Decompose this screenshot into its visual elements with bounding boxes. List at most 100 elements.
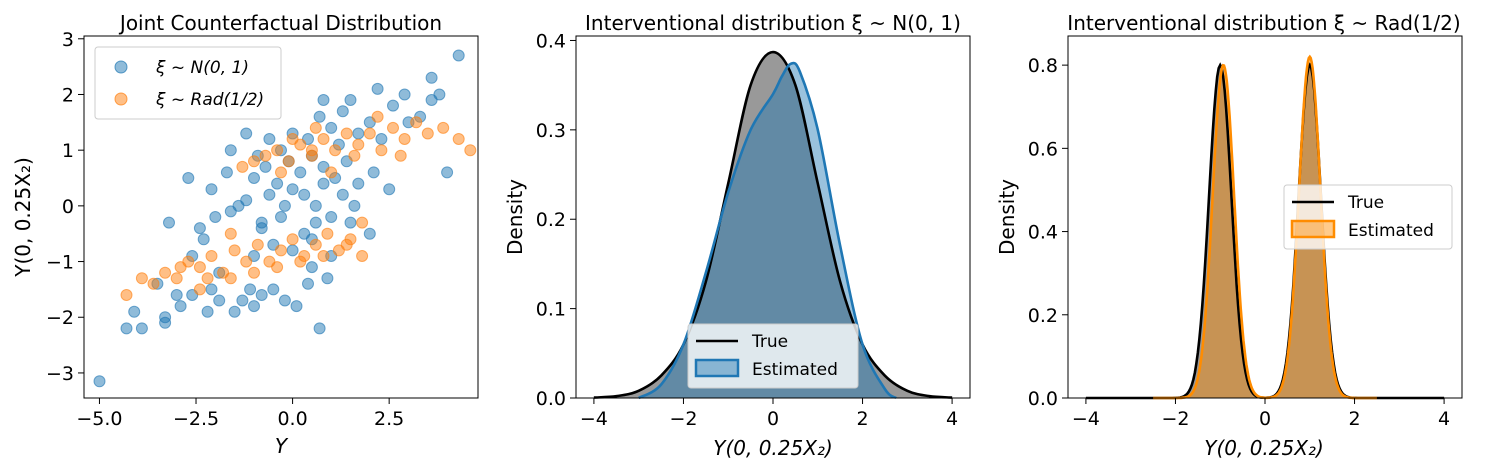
scatter-point <box>267 283 280 296</box>
scatter-point <box>275 244 287 257</box>
y-tick-label: 0.1 <box>536 299 566 321</box>
scatter-x-ticks: −5.0 −2.5 0.0 2.5 <box>76 398 404 430</box>
normal-density-x-ticks: −4 −2 0 2 4 <box>580 398 958 430</box>
rademacher-density-title: Interventional distribution ξ ~ Rad(1/2) <box>1067 11 1460 35</box>
scatter-y-ticks: −3 −2 −1 0 1 2 3 <box>46 29 84 385</box>
scatter-point <box>120 289 133 301</box>
legend-label-estimated-rad: Estimated <box>1348 221 1434 241</box>
scatter-point <box>363 227 376 240</box>
normal-estimated-density-line <box>638 61 897 400</box>
scatter-point <box>182 172 195 184</box>
y-tick-label: 3 <box>62 29 74 51</box>
scatter-point <box>336 188 349 201</box>
scatter-title: Joint Counterfactual Distribution <box>118 11 442 35</box>
x-tick-label: −2 <box>669 408 697 430</box>
scatter-point <box>236 294 249 307</box>
scatter-point <box>383 183 396 196</box>
scatter-point <box>286 233 299 246</box>
scatter-point <box>325 166 338 179</box>
scatter-point <box>348 149 361 162</box>
scatter-point <box>271 144 284 157</box>
scatter-point <box>441 166 454 179</box>
normal-density-legend: True Estimated <box>687 323 859 389</box>
scatter-point <box>193 222 206 235</box>
scatter-point <box>263 188 276 201</box>
x-tick-label: 4 <box>1438 408 1450 430</box>
scatter-point <box>193 261 206 274</box>
x-tick-label: 4 <box>946 408 958 430</box>
scatter-y-label: Y(0, 0.25X₂) <box>11 157 35 278</box>
scatter-point <box>352 138 365 151</box>
scatter-point <box>356 250 369 262</box>
scatter-point <box>170 289 183 301</box>
scatter-point <box>290 300 303 313</box>
scatter-point <box>224 272 237 285</box>
scatter-point <box>464 144 477 157</box>
scatter-point <box>259 149 272 162</box>
scatter-point <box>236 160 249 173</box>
scatter-series-rademacher <box>120 110 477 301</box>
scatter-point <box>421 127 434 140</box>
legend-marker-normal <box>114 60 128 74</box>
scatter-point <box>398 133 411 145</box>
scatter-point <box>248 155 260 168</box>
scatter-point <box>298 188 311 201</box>
scatter-point <box>271 261 284 274</box>
y-tick-label: 0.3 <box>536 120 566 142</box>
legend-label-estimated: Estimated <box>752 360 838 380</box>
normal-estimated-density-fill <box>638 63 897 399</box>
scatter-point <box>205 283 218 296</box>
scatter-point <box>93 375 106 388</box>
scatter-point <box>201 272 214 285</box>
scatter-point <box>363 127 376 140</box>
normal-true-density-line <box>593 50 953 399</box>
scatter-point <box>317 250 330 262</box>
scatter-point <box>309 121 322 134</box>
legend-label-true-rad: True <box>1347 193 1384 213</box>
y-tick-label: 0.6 <box>1028 138 1058 160</box>
scatter-point <box>286 133 299 145</box>
y-tick-label: 1 <box>62 140 74 162</box>
scatter-point <box>263 133 276 145</box>
scatter-point <box>135 272 148 285</box>
scatter-point <box>317 177 330 190</box>
scatter-point <box>275 211 287 223</box>
scatter-point <box>425 71 438 84</box>
normal-density-y-label: Density <box>503 179 527 255</box>
scatter-point <box>159 266 172 279</box>
scatter-point <box>452 49 465 62</box>
legend-marker-rademacher <box>114 92 128 106</box>
scatter-point <box>240 127 253 140</box>
normal-density-panel: Interventional distribution ξ ~ N(0, 1) … <box>503 11 971 460</box>
scatter-point <box>278 294 291 307</box>
scatter-point <box>205 250 218 262</box>
y-tick-label: 0.0 <box>536 388 566 410</box>
scatter-point <box>356 216 369 229</box>
x-tick-label: 2.5 <box>374 408 404 430</box>
scatter-point <box>452 133 465 145</box>
y-tick-label: 0.4 <box>536 30 566 52</box>
scatter-point <box>228 305 241 318</box>
legend-patch-estimated-rad <box>1290 219 1336 239</box>
scatter-point <box>128 305 141 318</box>
scatter-panel: Joint Counterfactual Distribution −5.0 −2… <box>11 11 479 458</box>
scatter-legend-box <box>94 46 282 120</box>
scatter-point <box>387 121 399 134</box>
scatter-point <box>193 283 206 296</box>
scatter-point <box>201 305 214 318</box>
y-tick-label: 0.2 <box>536 209 566 231</box>
legend-label-normal: ξ ~ N(0, 1) <box>155 58 249 78</box>
rademacher-density-legend: True Estimated <box>1283 184 1453 250</box>
scatter-point <box>329 144 342 157</box>
normal-true-density-fill <box>593 52 953 398</box>
scatter-point <box>147 277 160 290</box>
scatter-point <box>282 155 295 168</box>
rademacher-density-y-label: Density <box>995 179 1019 255</box>
scatter-point <box>286 183 299 196</box>
scatter-point <box>367 166 380 179</box>
scatter-point <box>371 82 384 95</box>
scatter-point <box>321 272 334 285</box>
scatter-point <box>255 289 268 301</box>
scatter-point <box>220 166 233 179</box>
scatter-point <box>259 160 272 173</box>
